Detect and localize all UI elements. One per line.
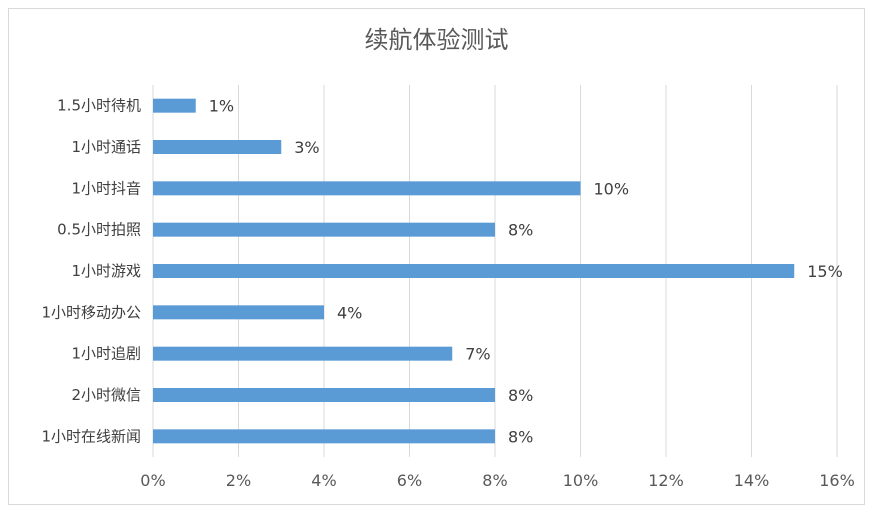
bar xyxy=(153,181,581,196)
x-tick-label: 14% xyxy=(734,471,770,490)
data-label: 8% xyxy=(508,221,533,240)
x-tick-label: 12% xyxy=(648,471,684,490)
x-tick-label: 10% xyxy=(563,471,599,490)
bar xyxy=(153,140,282,154)
data-label: 7% xyxy=(465,345,490,364)
data-label: 15% xyxy=(807,262,843,281)
x-tick-label: 8% xyxy=(482,471,507,490)
x-tick-label: 6% xyxy=(397,471,422,490)
chart-frame xyxy=(8,8,865,505)
category-label: 1小时移动办公 xyxy=(41,303,141,321)
x-tick-label: 0% xyxy=(140,471,165,490)
category-label: 1.5小时待机 xyxy=(57,97,141,115)
x-tick-label: 4% xyxy=(311,471,336,490)
x-tick-label: 2% xyxy=(226,471,251,490)
category-label: 1小时在线新闻 xyxy=(41,427,141,445)
category-label: 1小时通话 xyxy=(71,138,141,156)
category-label: 0.5小时拍照 xyxy=(57,221,141,239)
bar xyxy=(153,429,495,444)
data-label: 10% xyxy=(594,179,630,198)
data-label: 4% xyxy=(337,303,362,322)
bar xyxy=(153,305,324,320)
bar xyxy=(153,388,495,402)
category-label: 1小时追剧 xyxy=(71,345,141,363)
category-label: 1小时抖音 xyxy=(71,179,141,197)
x-tick-label: 16% xyxy=(819,471,855,490)
chart-title: 续航体验测试 xyxy=(364,26,509,54)
bar xyxy=(153,222,495,237)
data-label: 3% xyxy=(294,138,319,157)
data-label: 1% xyxy=(209,97,234,116)
data-label: 8% xyxy=(508,386,533,405)
bar xyxy=(153,346,453,361)
category-label: 1小时游戏 xyxy=(71,262,141,280)
category-label: 2小时微信 xyxy=(71,386,141,404)
bar xyxy=(153,98,196,113)
bar xyxy=(153,264,795,278)
data-label: 8% xyxy=(508,427,533,446)
